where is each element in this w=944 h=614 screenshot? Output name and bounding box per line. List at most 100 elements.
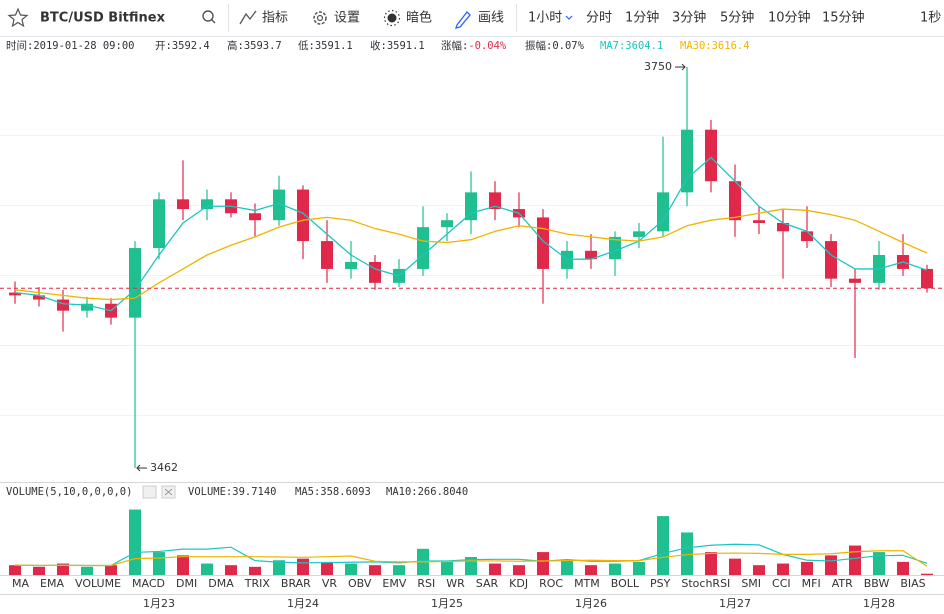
indicator-tab[interactable]: SAR	[476, 577, 499, 590]
candle-body	[801, 231, 813, 242]
annotation-label: 3462	[150, 461, 178, 474]
interval-button[interactable]: 1秒	[920, 11, 941, 26]
volume-bar	[873, 552, 885, 575]
indicator-tab[interactable]: TRIX	[244, 577, 271, 590]
interval-button[interactable]: 3分钟	[672, 10, 706, 26]
interval-button[interactable]: 5分钟	[720, 10, 754, 26]
indicator-tab[interactable]: BRAR	[281, 577, 311, 590]
volume-bar	[897, 561, 909, 575]
info-label: 时间:	[6, 39, 33, 52]
indicator-tab[interactable]: BBW	[864, 577, 890, 590]
candle-body	[129, 248, 141, 318]
volume-bar	[81, 566, 93, 575]
candle-body	[657, 192, 669, 232]
info-label: 高:	[227, 39, 244, 52]
indicator-tab[interactable]: OBV	[348, 577, 372, 590]
volume-bar	[537, 552, 549, 575]
info-item: MA30:3616.4	[680, 40, 750, 52]
candle-body	[297, 189, 309, 242]
indicator-tab[interactable]: MFI	[802, 577, 821, 590]
ma-line	[14, 156, 928, 312]
volume-header: VOLUME(5,10,0,0,0,0)	[6, 486, 132, 498]
candle-body	[417, 227, 429, 269]
indicator-tab[interactable]: ATR	[832, 577, 853, 590]
indicator-tab[interactable]: EMA	[40, 577, 64, 590]
indicator-tab[interactable]: VR	[322, 577, 338, 590]
interval-button[interactable]: 10分钟	[768, 10, 811, 26]
volume-label: VOLUME:39.7140	[188, 486, 277, 498]
volume-bar	[489, 563, 501, 575]
volume-bar	[753, 565, 765, 575]
indicator-tab[interactable]: VOLUME	[75, 577, 121, 590]
indicator-tab[interactable]: MA	[12, 577, 29, 590]
search-icon[interactable]	[202, 10, 214, 22]
interval-button[interactable]: 分时	[586, 11, 612, 26]
candle-body	[705, 129, 717, 182]
info-label: 开:	[155, 40, 172, 52]
volume-bar	[321, 561, 333, 575]
info-label: MA7:	[600, 40, 625, 52]
indicator-tab[interactable]: MTM	[574, 577, 600, 590]
indicator-tab[interactable]: RSI	[417, 577, 435, 590]
indicator-tab[interactable]: PSY	[650, 577, 671, 590]
volume-bar	[513, 565, 525, 575]
tool-button[interactable]: 画线	[478, 11, 504, 26]
candle-body	[777, 222, 789, 232]
candle-body	[921, 268, 933, 289]
candle-body	[609, 236, 621, 260]
search-icon-handle	[211, 19, 216, 24]
candle-body	[273, 189, 285, 221]
volume-bar	[153, 552, 165, 575]
indicator-tab[interactable]: BIAS	[900, 577, 925, 590]
indicator-tab[interactable]: DMI	[176, 577, 197, 590]
interval-dropdown-arrow	[565, 15, 573, 20]
candle-body	[369, 261, 381, 283]
x-tick-label: 1月28	[863, 597, 895, 610]
indicator-tab[interactable]: SMI	[741, 577, 761, 590]
volume-bar	[561, 560, 573, 575]
info-value: -0.04%	[468, 40, 507, 52]
volume-ma-line	[14, 550, 928, 567]
volume-bar	[369, 565, 381, 575]
candle-body	[489, 192, 501, 210]
candle-body	[441, 220, 453, 228]
interval-button[interactable]: 15分钟	[822, 10, 865, 26]
indicator-tab[interactable]: DMA	[208, 577, 234, 590]
indicator-tab[interactable]: KDJ	[509, 577, 528, 590]
volume-bar	[57, 563, 69, 575]
indicator-tab[interactable]: BOLL	[611, 577, 640, 590]
indicator-tab[interactable]: StochRSI	[681, 577, 730, 590]
tool-button[interactable]: 暗色	[406, 10, 432, 26]
settings-icon	[313, 11, 327, 25]
settings-icon-center	[316, 14, 324, 22]
volume-bar	[681, 532, 693, 575]
interval-button[interactable]: 1分钟	[625, 10, 659, 26]
info-value: 3591.1	[387, 40, 425, 52]
info-value: 3591.1	[315, 40, 353, 52]
settings-button[interactable]	[142, 485, 157, 499]
tool-button[interactable]: 设置	[334, 11, 360, 26]
indicator-tab[interactable]: CCI	[772, 577, 791, 590]
favorite-icon[interactable]	[7, 7, 29, 28]
info-item: 高:3593.7	[227, 39, 282, 52]
volume-bar	[441, 561, 453, 575]
interval-button[interactable]: 1小时	[528, 11, 562, 26]
indicator-icon	[239, 10, 257, 25]
indicator-tab[interactable]: MACD	[132, 577, 165, 590]
volume-bar	[585, 565, 597, 575]
indicator-tab[interactable]: ROC	[539, 577, 563, 590]
indicator-tab[interactable]: EMV	[382, 577, 406, 590]
volume-bar	[729, 558, 741, 575]
indicator-tab[interactable]: WR	[446, 577, 465, 590]
tool-button[interactable]: 指标	[262, 11, 288, 26]
candle-body	[729, 181, 741, 221]
info-label: 收:	[370, 39, 387, 52]
info-value: 3604.1	[625, 40, 663, 52]
info-label: 涨幅:	[441, 39, 468, 52]
candle-body	[825, 241, 837, 279]
info-value: 3592.4	[172, 40, 210, 52]
candle-body	[345, 261, 357, 269]
candle-body	[753, 220, 765, 223]
